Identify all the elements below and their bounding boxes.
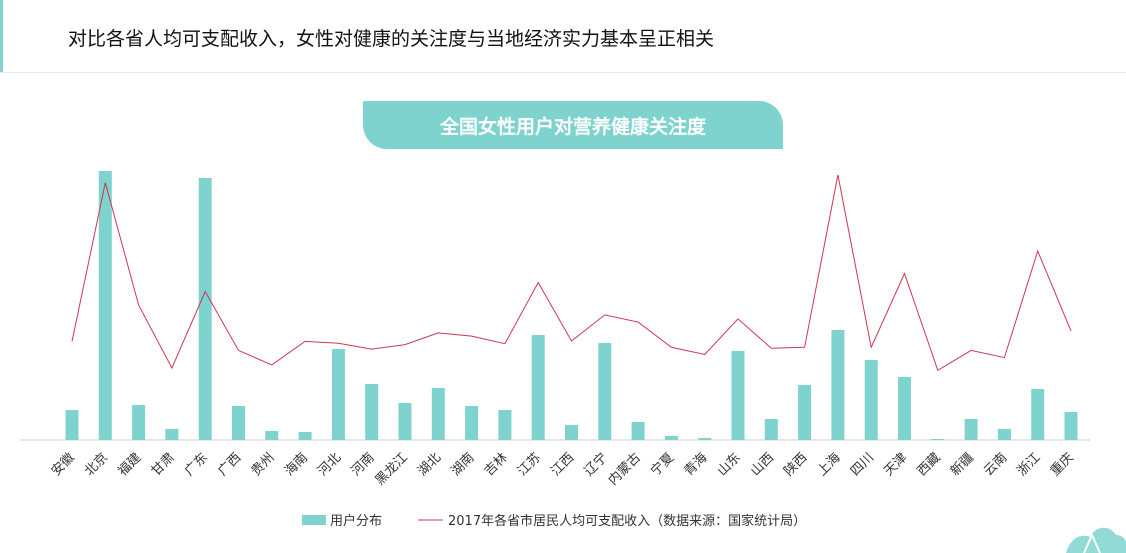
x-tick-label: 湖南 (448, 450, 478, 480)
bar-海南 (298, 432, 312, 440)
bar-广西 (232, 406, 245, 440)
x-tick-label: 北京 (82, 450, 111, 479)
x-tick-label: 内蒙古 (605, 450, 644, 489)
x-tick-label: 江苏 (514, 450, 544, 480)
legend-swatch-bar (302, 515, 326, 525)
legend-label-line: 2017年各省市居民人均可支配收入（数据来源：国家统计局） (448, 513, 806, 529)
bar-青海 (698, 438, 712, 440)
x-tick-label: 陕西 (781, 450, 810, 479)
bar-福建 (132, 405, 146, 440)
chart-title: 全国女性用户对营养健康关注度 (363, 101, 783, 149)
x-tick-label: 海南 (281, 450, 311, 480)
bar-云南 (997, 429, 1011, 440)
x-tick-label: 河南 (348, 450, 378, 480)
bar-辽宁 (598, 343, 612, 440)
bar-甘肃 (165, 429, 179, 440)
x-tick-label: 甘肃 (149, 450, 178, 479)
bar-宁夏 (664, 436, 678, 440)
x-tick-label: 天津 (881, 450, 910, 479)
x-tick-label: 贵州 (249, 450, 278, 479)
bar-山西 (764, 419, 778, 440)
x-tick-label: 辽宁 (581, 450, 611, 480)
bar-河南 (365, 384, 379, 440)
bar-西藏 (931, 439, 945, 440)
x-tick-label: 青海 (682, 450, 711, 479)
left-accent-bar (0, 0, 3, 72)
x-tick-label: 山西 (748, 450, 777, 479)
bar-陕西 (798, 385, 812, 440)
bar-浙江 (1031, 389, 1045, 440)
bar-广东 (198, 178, 212, 440)
bar-新疆 (964, 419, 978, 440)
x-tick-label: 云南 (981, 450, 1011, 480)
x-tick-label: 西藏 (915, 450, 944, 479)
bar-湖北 (431, 388, 445, 440)
page-headline: 对比各省人均可支配收入，女性对健康的关注度与当地经济实力基本呈正相关 (68, 28, 715, 50)
x-tick-label: 重庆 (1047, 450, 1077, 480)
bar-内蒙古 (631, 422, 645, 440)
bar-贵州 (265, 431, 279, 440)
bar-上海 (831, 330, 845, 440)
bar-重庆 (1064, 412, 1078, 440)
x-tick-label: 福建 (115, 450, 144, 479)
x-tick-label: 浙江 (1015, 450, 1044, 479)
bar-山东 (731, 351, 745, 440)
x-tick-label: 山东 (715, 450, 744, 479)
x-tick-label: 河北 (315, 450, 344, 479)
header-divider (0, 72, 1126, 73)
x-tick-label: 黑龙江 (373, 450, 411, 488)
x-tick-label: 新疆 (947, 450, 977, 480)
x-tick-label: 江西 (548, 450, 577, 479)
bar-湖南 (465, 406, 479, 440)
bar-江苏 (531, 335, 545, 440)
x-tick-label: 吉林 (482, 450, 511, 479)
x-tick-label: 广东 (182, 450, 211, 479)
legend-label-bar: 用户分布 (330, 513, 382, 529)
bar-吉林 (498, 410, 512, 440)
bar-黑龙江 (398, 403, 412, 440)
bar-江西 (565, 425, 578, 440)
x-tick-label: 安徽 (49, 450, 78, 479)
x-tick-label: 四川 (848, 450, 877, 479)
bar-河北 (331, 349, 345, 440)
x-tick-label: 宁夏 (648, 450, 678, 480)
bar-四川 (864, 360, 878, 440)
x-tick-label: 上海 (815, 450, 844, 479)
x-tick-label: 广西 (215, 450, 244, 479)
x-tick-label: 湖北 (415, 450, 444, 479)
bar-天津 (898, 377, 911, 440)
bar-安徽 (65, 410, 79, 440)
bar-北京 (98, 171, 112, 440)
corner-decoration-icon (1066, 527, 1126, 553)
